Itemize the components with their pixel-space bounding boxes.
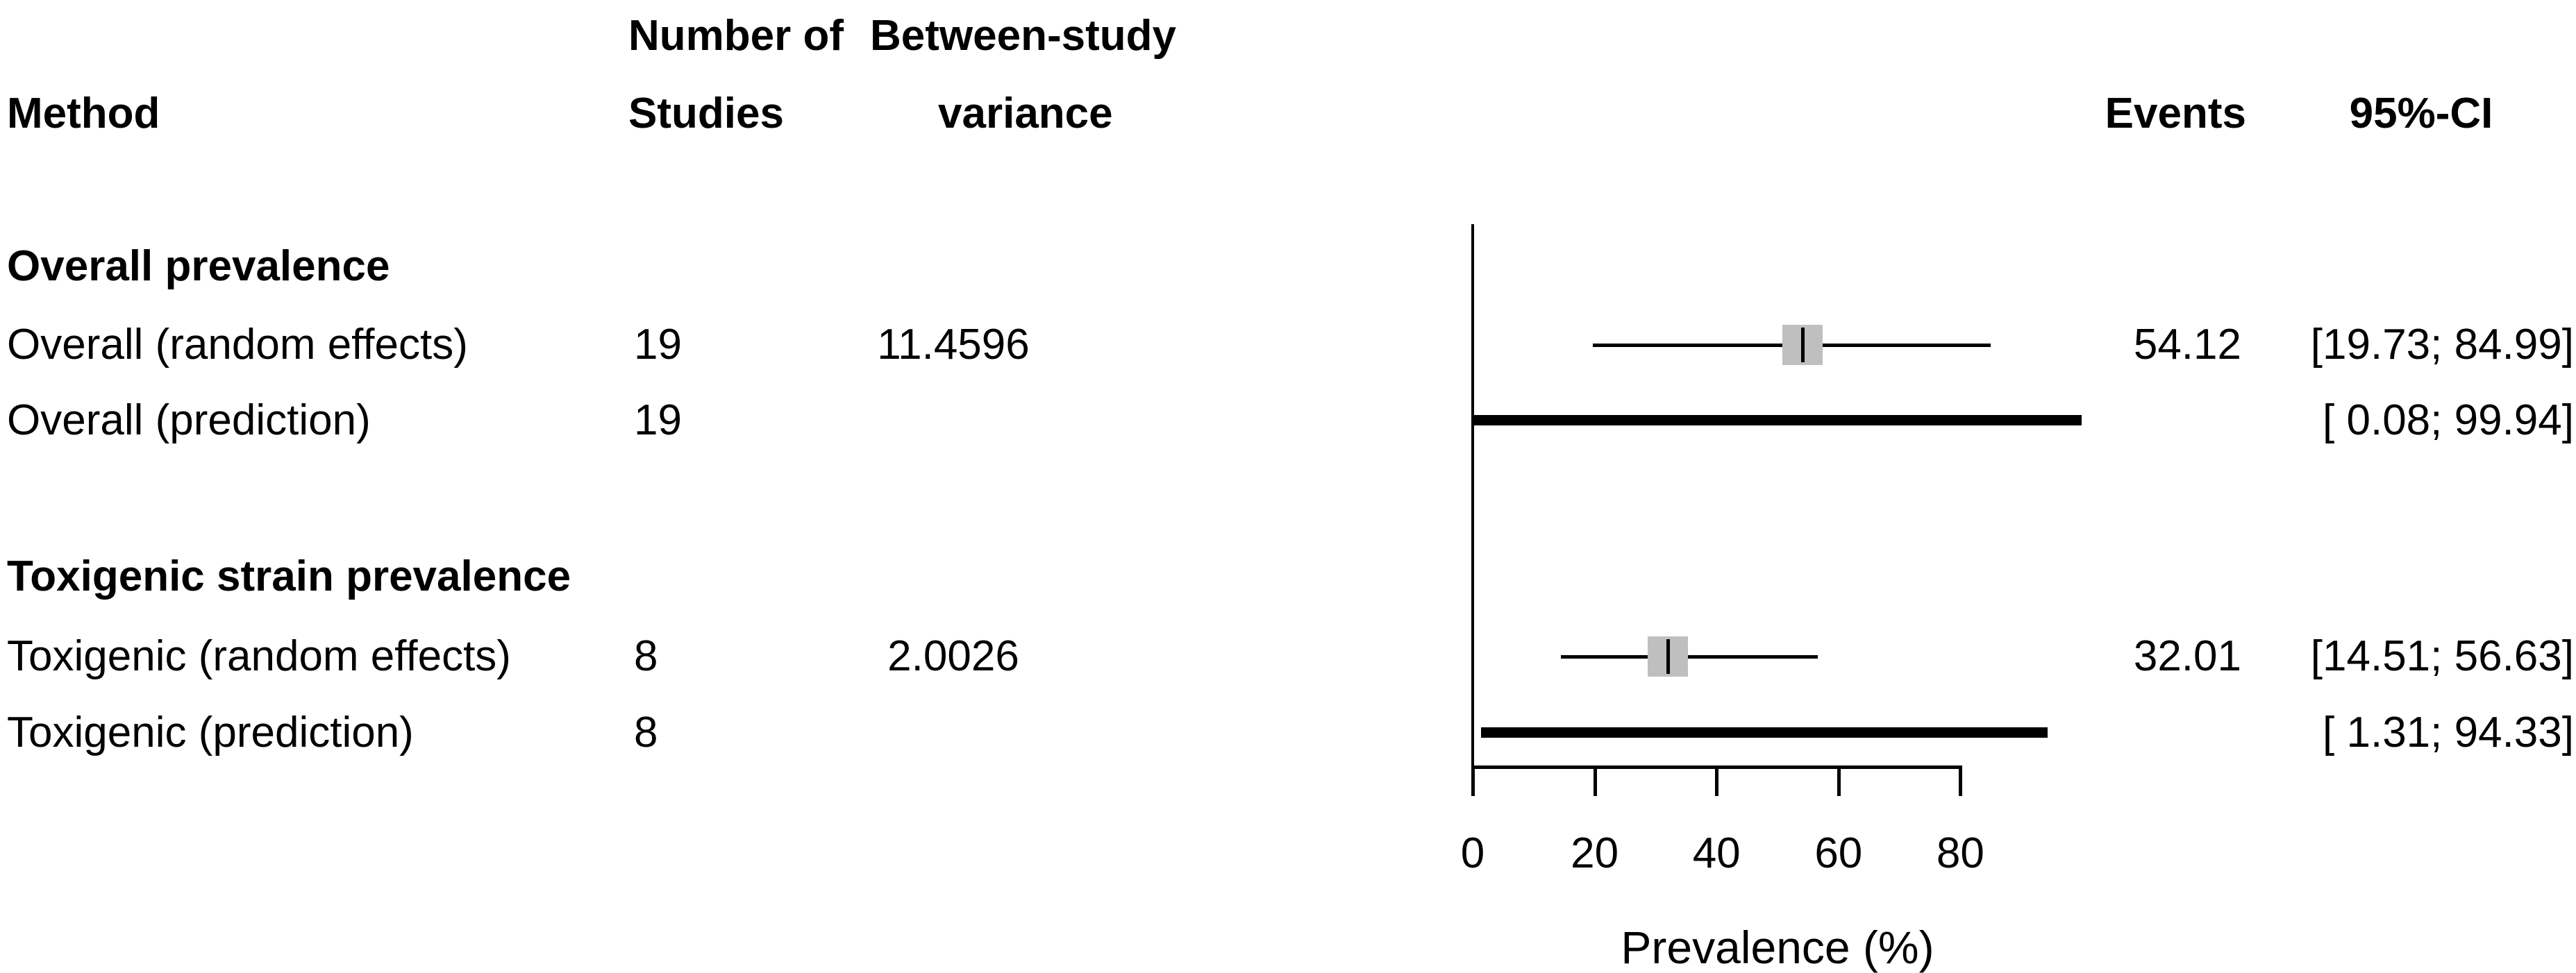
row-studies-value: 8: [634, 709, 658, 756]
row-method-label: Overall (random effects): [7, 321, 468, 369]
row-method-label: Toxigenic (prediction): [7, 709, 414, 756]
confidence-interval-line: [1561, 655, 1818, 659]
x-axis-tick-label: 20: [1571, 829, 1619, 877]
row-ci-value: [14.51; 56.63]: [2310, 632, 2574, 680]
point-estimate-tick: [1801, 328, 1805, 362]
x-axis-tick-label: 40: [1692, 829, 1741, 877]
prediction-interval-bar: [1480, 727, 2048, 738]
row-method-label: Toxigenic (random effects): [7, 632, 511, 680]
row-ci-value: [19.73; 84.99]: [2310, 321, 2574, 369]
zero-reference-line: [1471, 224, 1474, 796]
x-axis-tick-label: 60: [1814, 829, 1863, 877]
col-header-studies: Studies: [628, 90, 784, 137]
row-variance-value: 11.4596: [877, 321, 1030, 369]
x-axis-tick-mark: [1715, 767, 1719, 796]
x-axis-tick-label: 0: [1460, 829, 1485, 877]
col-header-number-of: Number of: [628, 12, 844, 60]
x-axis-label: Prevalence (%): [1621, 922, 1934, 973]
row-studies-value: 19: [634, 321, 682, 369]
col-header-variance: variance: [938, 90, 1113, 137]
x-axis-tick-label: 80: [1936, 829, 1984, 877]
col-header-95ci: 95%-CI: [2349, 90, 2493, 137]
x-axis-tick-mark: [1959, 767, 1963, 796]
x-axis-tick-mark: [1471, 767, 1475, 796]
col-header-events: Events: [2105, 90, 2246, 137]
row-ci-value: [ 1.31; 94.33]: [2323, 709, 2574, 756]
row-group-label: Overall prevalence: [7, 242, 390, 290]
row-group-label: Toxigenic strain prevalence: [7, 552, 571, 600]
row-events-value: 32.01: [2133, 632, 2241, 680]
row-ci-value: [ 0.08; 99.94]: [2323, 396, 2574, 444]
x-axis-tick-mark: [1837, 767, 1841, 796]
row-events-value: 54.12: [2133, 321, 2241, 369]
col-header-method: Method: [7, 90, 160, 137]
row-variance-value: 2.0026: [887, 632, 1019, 680]
x-axis-tick-mark: [1593, 767, 1597, 796]
col-header-between-study: Between-study: [870, 12, 1176, 60]
row-method-label: Overall (prediction): [7, 396, 371, 444]
row-studies-value: 19: [634, 396, 682, 444]
row-studies-value: 8: [634, 632, 658, 680]
prediction-interval-bar: [1473, 415, 2082, 425]
point-estimate-tick: [1666, 639, 1671, 674]
